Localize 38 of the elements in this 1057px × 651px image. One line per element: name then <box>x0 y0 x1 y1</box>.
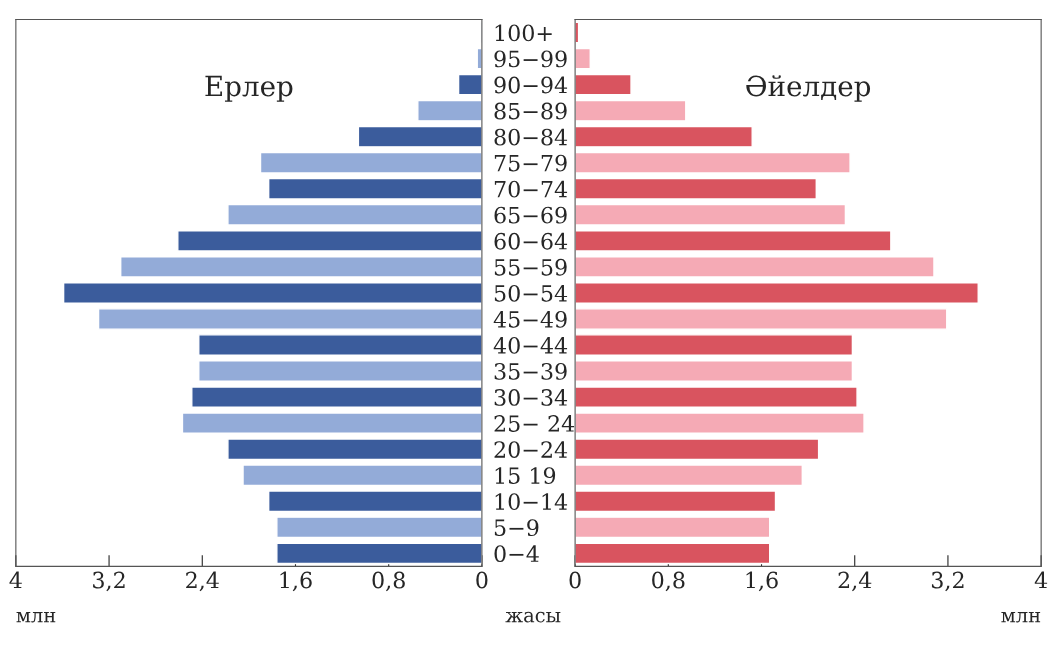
y-tick-label: 30−34 <box>494 389 568 406</box>
y-tick-label: 25− 24 <box>494 415 575 432</box>
x-tick-label: 2,4 <box>186 571 219 592</box>
text: Әйелдер <box>746 75 871 102</box>
y-tick-label: 60−64 <box>494 232 568 250</box>
y-tick-label: 75−79 <box>494 154 567 172</box>
x-tick-label: 4 <box>9 571 22 589</box>
x-tick-label: 1,6 <box>280 571 312 592</box>
y-tick-label: 85−89 <box>494 102 567 120</box>
x-tick-label: 3,2 <box>93 571 125 592</box>
x-tick-label: 4 <box>1034 571 1048 589</box>
y-tick-label: 55−59 <box>494 258 567 276</box>
x-tick-label: 0,8 <box>652 571 685 592</box>
x-axis-title: млн <box>16 612 56 623</box>
y-axis-title: жасы <box>505 611 561 623</box>
y-tick-label: 100+ <box>495 24 552 42</box>
x-tick-label: 2,4 <box>838 571 872 592</box>
y-tick-label: 35−39 <box>494 363 567 380</box>
y-tick-label: 0−4 <box>494 545 539 563</box>
y-tick-label: 50−54 <box>494 284 568 302</box>
y-tick-label: 5−9 <box>494 519 539 537</box>
x-tick-label: 0,8 <box>372 571 405 592</box>
y-tick-label: 65−69 <box>494 206 567 224</box>
y-tick-label: 45−49 <box>493 310 567 328</box>
x-tick-label: 0 <box>476 571 488 589</box>
y-tick-label: 90−94 <box>494 76 568 94</box>
y-tick-label: 70−74 <box>494 180 568 198</box>
x-tick-label: 1,6 <box>746 571 778 592</box>
y-tick-label: 10−14 <box>495 493 568 511</box>
y-tick-label: 40−44 <box>493 336 568 354</box>
x-axis-title: млн <box>1001 612 1041 623</box>
y-tick-label: 95−99 <box>494 50 567 68</box>
y-tick-label: 15 19 <box>495 467 556 484</box>
x-tick-label: 0 <box>569 571 581 589</box>
y-tick-label: 80−84 <box>494 128 568 146</box>
text: Ерлер <box>205 75 293 102</box>
y-tick-label: 20−24 <box>494 441 568 458</box>
x-tick-label: 3,2 <box>931 571 964 592</box>
